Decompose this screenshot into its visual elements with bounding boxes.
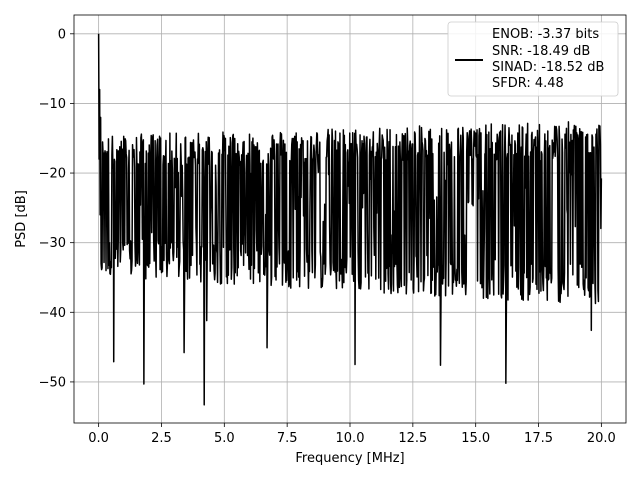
y-tick-label: −50	[39, 375, 66, 390]
x-tick-label: 2.5	[151, 431, 172, 446]
ticks: 0.0 2.5 5.0 7.5 10.0 12.5 15.0 17.5 20.0 0 −10 −20 −…	[39, 27, 616, 446]
y-tick-label: −30	[39, 236, 66, 251]
legend: ENOB: -3.37 bits SNR: -18.49 dB SINAD: -…	[447, 21, 619, 97]
y-tick-label: −40	[39, 306, 66, 321]
x-tick-label: 17.5	[524, 431, 553, 446]
y-tick-label: 0	[58, 27, 66, 42]
x-axis-label: Frequency [MHz]	[295, 451, 404, 466]
x-tick-label: 0.0	[88, 431, 109, 446]
x-tick-label: 15.0	[461, 431, 490, 446]
y-axis-label: PSD [dB]	[14, 190, 29, 248]
x-tick-label: 10.0	[336, 431, 365, 446]
x-tick-label: 5.0	[214, 431, 235, 446]
y-tick-label: −20	[39, 167, 66, 182]
legend-entry-enob: ENOB: -3.37 bits	[492, 27, 599, 42]
psd-series-line	[97, 33, 603, 406]
legend-entry-sfdr: SFDR: 4.48	[492, 76, 564, 91]
legend-entry-snr: SNR: -18.49 dB	[492, 44, 590, 59]
y-tick-label: −10	[39, 97, 66, 112]
plot-area	[97, 33, 603, 406]
legend-entry-sinad: SINAD: -18.52 dB	[492, 60, 604, 75]
x-tick-label: 12.5	[398, 431, 427, 446]
legend-box	[447, 21, 619, 97]
x-tick-label: 20.0	[587, 431, 616, 446]
x-tick-label: 7.5	[277, 431, 298, 446]
